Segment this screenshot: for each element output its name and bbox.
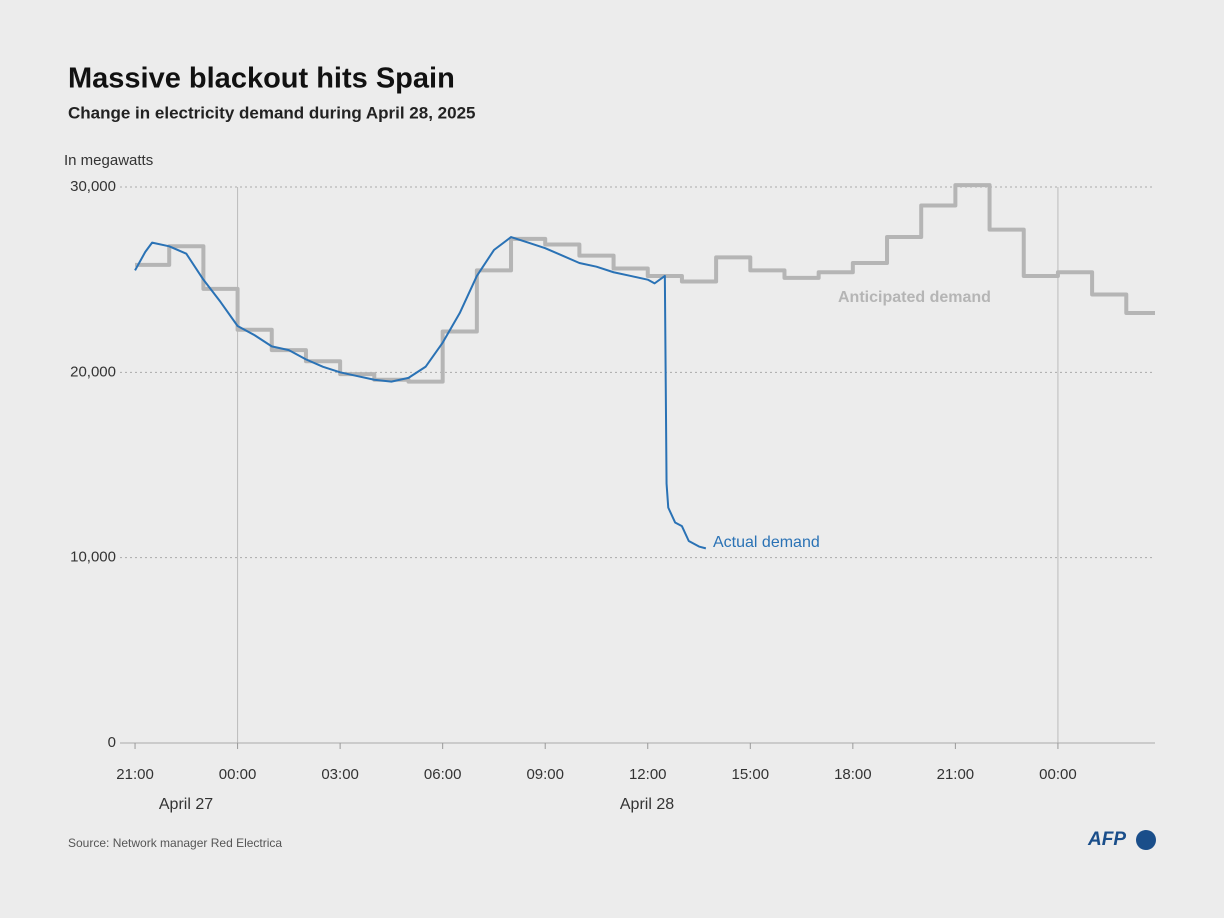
x-tick-label: 06:00 bbox=[424, 766, 462, 783]
series-line bbox=[134, 236, 707, 550]
x-tick-label: 00:00 bbox=[219, 766, 257, 783]
logo: AFP bbox=[1087, 829, 1126, 850]
x-tick-label: 03:00 bbox=[321, 766, 359, 783]
series-label: Actual demand bbox=[713, 534, 820, 551]
x-tick-label: 12:00 bbox=[629, 766, 667, 783]
x-tick-label: 18:00 bbox=[834, 766, 872, 783]
x-tick-label: 15:00 bbox=[732, 766, 770, 783]
x-tick-label: 21:00 bbox=[937, 766, 975, 783]
y-tick-label: 30,000 bbox=[70, 178, 116, 195]
y-tick-label: 0 bbox=[108, 734, 116, 751]
y-tick-label: 10,000 bbox=[70, 549, 116, 566]
date-label: April 28 bbox=[620, 796, 674, 813]
y-tick-label: 20,000 bbox=[70, 363, 116, 380]
date-label: April 27 bbox=[159, 796, 213, 813]
y-axis-label: In megawatts bbox=[64, 152, 153, 169]
series-label: Anticipated demand bbox=[838, 289, 991, 306]
chart-subtitle: Change in electricity demand during Apri… bbox=[68, 103, 476, 122]
logo-dot bbox=[1136, 830, 1156, 850]
x-tick-label: 00:00 bbox=[1039, 766, 1077, 783]
x-tick-label: 21:00 bbox=[116, 766, 154, 783]
x-tick-label: 09:00 bbox=[526, 766, 564, 783]
source: Source: Network manager Red Electrica bbox=[68, 836, 282, 850]
chart-title: Massive blackout hits Spain bbox=[68, 63, 455, 95]
